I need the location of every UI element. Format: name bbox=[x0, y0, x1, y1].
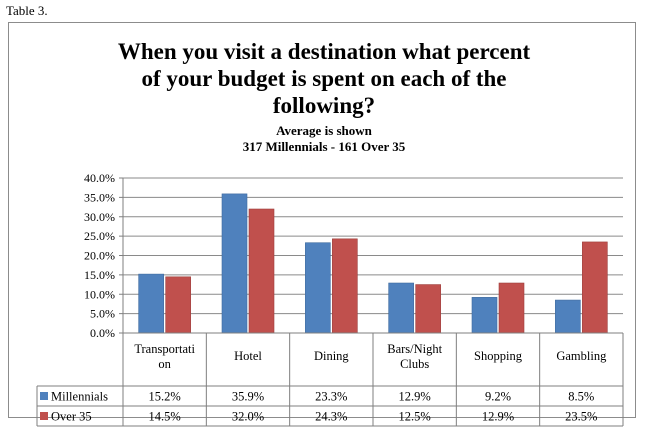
chart-subtitle-line-2: 317 Millennials - 161 Over 35 bbox=[242, 139, 406, 154]
data-table-value: 24.3% bbox=[315, 410, 347, 424]
category-label: Shopping bbox=[474, 349, 523, 363]
y-tick-label: 25.0% bbox=[84, 229, 115, 243]
category-label: Clubs bbox=[400, 357, 429, 371]
bar-millennials bbox=[221, 193, 248, 334]
bar-over-35 bbox=[332, 238, 358, 334]
chart-subtitle: Average is shown 317 Millennials - 161 O… bbox=[109, 123, 539, 155]
legend-label: Over 35 bbox=[51, 410, 92, 424]
bar-chart: 0.0% 5.0% 10.0% 15.0% 20.0% 25.0% 30.0% 35.0% 40… bbox=[36, 171, 624, 427]
legend-label: Millennials bbox=[51, 390, 108, 404]
y-tick-label: 5.0% bbox=[90, 307, 115, 321]
legend-key-millennials bbox=[40, 392, 48, 400]
category-label: Transportati bbox=[134, 342, 195, 356]
bar-millennials bbox=[471, 297, 498, 334]
y-tick-label: 30.0% bbox=[84, 210, 115, 224]
y-tick-label: 20.0% bbox=[84, 249, 115, 263]
data-table-value: 12.9% bbox=[399, 390, 431, 404]
y-tick-label: 35.0% bbox=[84, 190, 115, 204]
chart-frame: When you visit a destination what percen… bbox=[8, 22, 636, 427]
data-table-value: 14.5% bbox=[149, 410, 181, 424]
data-table-value: 15.2% bbox=[149, 390, 181, 404]
bar-millennials bbox=[555, 299, 581, 334]
y-tick-label: 15.0% bbox=[84, 268, 115, 282]
table-caption: Table 3. bbox=[6, 3, 48, 18]
data-table-value: 23.5% bbox=[565, 410, 597, 424]
category-label: Dining bbox=[314, 349, 349, 363]
bar-over-35 bbox=[165, 276, 191, 334]
category-label: Gambling bbox=[556, 349, 607, 363]
data-table-value: 23.3% bbox=[315, 390, 347, 404]
chart-subtitle-line-1: Average is shown bbox=[276, 123, 372, 138]
bar-over-35 bbox=[582, 241, 608, 334]
y-tick-label: 10.0% bbox=[84, 287, 115, 301]
data-table-value: 9.2% bbox=[485, 390, 511, 404]
y-tick-label: 0.0% bbox=[90, 326, 115, 340]
category-label: Hotel bbox=[234, 349, 262, 363]
bar-over-35 bbox=[248, 208, 275, 334]
category-label: on bbox=[158, 357, 171, 371]
bar-over-35 bbox=[415, 284, 441, 334]
data-table-value: 12.9% bbox=[482, 410, 514, 424]
bar-millennials bbox=[138, 273, 164, 334]
bar-over-35 bbox=[498, 282, 525, 334]
chart-title: When you visit a destination what percen… bbox=[117, 39, 531, 118]
category-label: Bars/Night bbox=[387, 342, 442, 356]
data-table-value: 32.0% bbox=[232, 410, 264, 424]
bar-millennials bbox=[305, 242, 331, 334]
y-tick-label: 40.0% bbox=[84, 171, 115, 185]
bar-millennials bbox=[388, 282, 414, 334]
data-table-value: 8.5% bbox=[568, 390, 594, 404]
legend-key-over-35 bbox=[40, 412, 48, 420]
data-table-value: 12.5% bbox=[399, 410, 431, 424]
data-table-value: 35.9% bbox=[232, 390, 264, 404]
